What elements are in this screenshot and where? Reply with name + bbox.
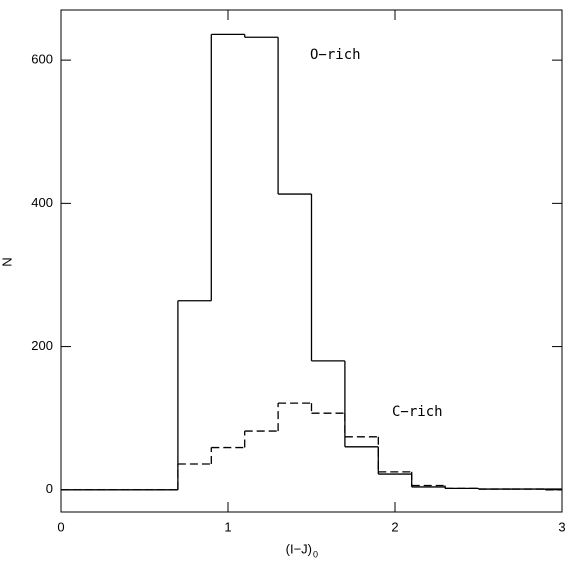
series-label: O−rich: [310, 47, 361, 63]
x-axis-label: (I−J): [286, 541, 312, 556]
x-tick-label: 0: [57, 519, 64, 534]
x-tick-label: 1: [224, 519, 231, 534]
x-tick-label: 3: [558, 519, 565, 534]
x-axis-label-subscript: 0: [313, 549, 318, 559]
x-tick-label: 2: [391, 519, 398, 534]
series-label: C−rich: [392, 404, 443, 420]
y-tick-label: 200: [31, 338, 53, 353]
y-tick-label: 0: [46, 481, 53, 496]
y-axis-label: N: [0, 257, 14, 266]
y-tick-label: 400: [31, 195, 53, 210]
plot-frame: [60, 9, 563, 513]
y-tick-label: 600: [31, 52, 53, 67]
